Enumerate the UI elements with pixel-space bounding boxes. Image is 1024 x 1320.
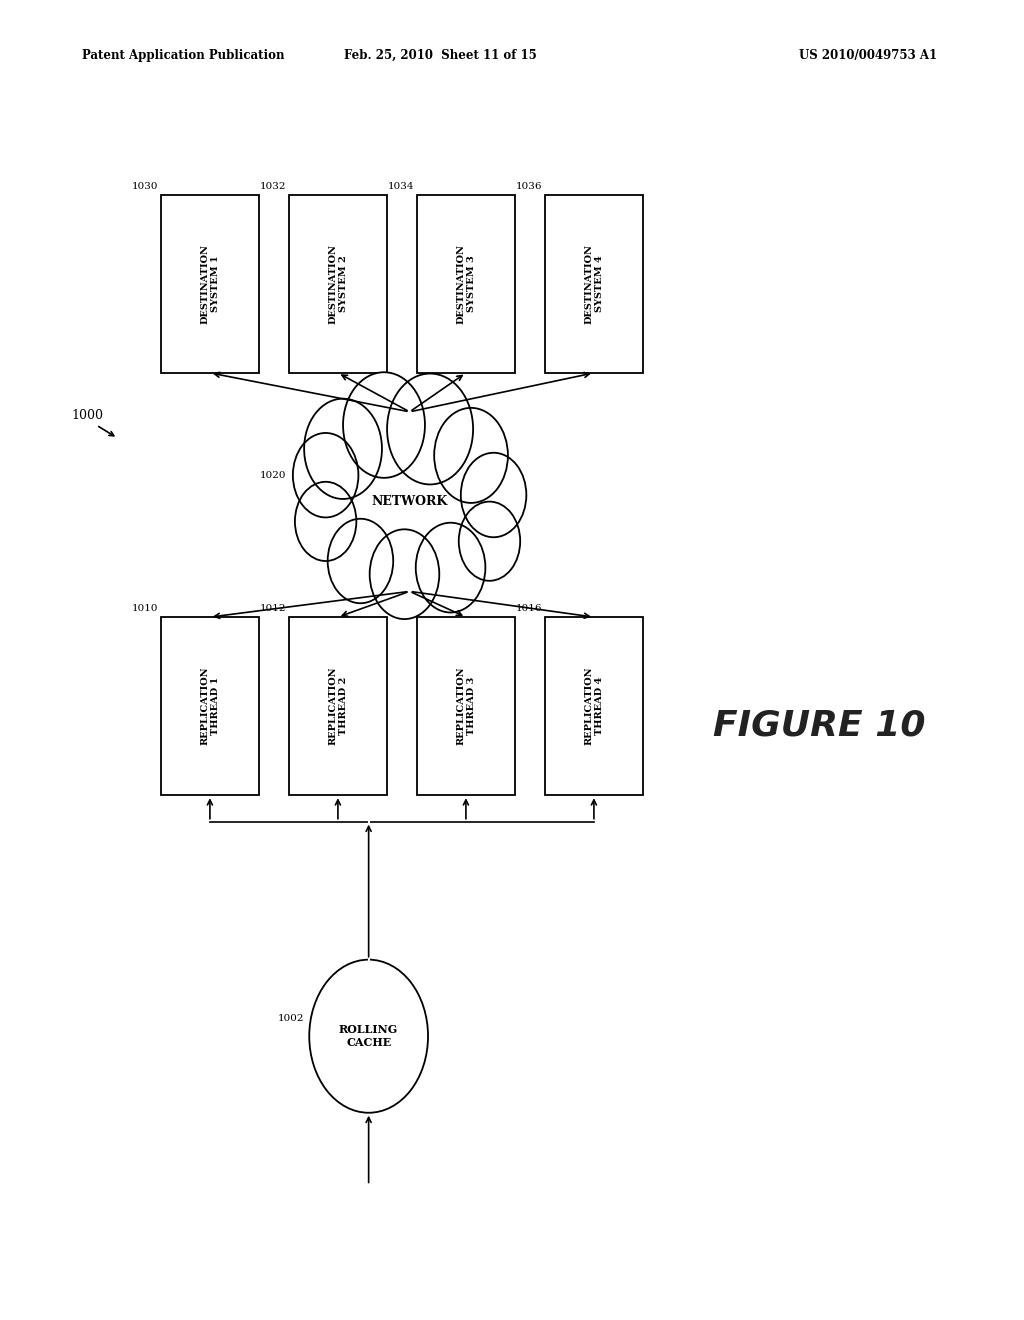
- Circle shape: [304, 399, 382, 499]
- Bar: [290, 618, 387, 795]
- Text: Patent Application Publication: Patent Application Publication: [82, 49, 285, 62]
- Bar: [545, 195, 643, 372]
- Circle shape: [293, 433, 358, 517]
- Text: DESTINATION
SYSTEM 1: DESTINATION SYSTEM 1: [201, 244, 219, 323]
- Bar: [290, 195, 387, 372]
- Circle shape: [387, 374, 473, 484]
- Text: REPLICATION
THREAD 3: REPLICATION THREAD 3: [457, 667, 475, 746]
- Text: ROLLING
CACHE: ROLLING CACHE: [339, 1024, 398, 1048]
- Text: 1016: 1016: [516, 605, 543, 612]
- Text: 1002: 1002: [278, 1014, 304, 1023]
- Bar: [545, 618, 643, 795]
- Text: Feb. 25, 2010  Sheet 11 of 15: Feb. 25, 2010 Sheet 11 of 15: [344, 49, 537, 62]
- Text: FIGURE 10: FIGURE 10: [713, 709, 926, 743]
- Text: 1014: 1014: [388, 605, 414, 612]
- Bar: [161, 195, 258, 372]
- Text: 1020: 1020: [260, 471, 287, 479]
- Circle shape: [343, 372, 425, 478]
- Text: NETWORK: NETWORK: [372, 495, 447, 508]
- Text: DESTINATION
SYSTEM 3: DESTINATION SYSTEM 3: [457, 244, 475, 323]
- Text: 1010: 1010: [132, 605, 158, 612]
- Text: 1032: 1032: [260, 182, 287, 190]
- Bar: [418, 618, 515, 795]
- Text: 1036: 1036: [516, 182, 543, 190]
- Text: 1012: 1012: [260, 605, 287, 612]
- Bar: [161, 618, 258, 795]
- Circle shape: [295, 482, 356, 561]
- Circle shape: [309, 960, 428, 1113]
- Circle shape: [434, 408, 508, 503]
- Text: DESTINATION
SYSTEM 4: DESTINATION SYSTEM 4: [585, 244, 603, 323]
- Circle shape: [459, 502, 520, 581]
- Text: 1030: 1030: [132, 182, 158, 190]
- Text: REPLICATION
THREAD 1: REPLICATION THREAD 1: [201, 667, 219, 746]
- Text: 1034: 1034: [388, 182, 414, 190]
- Text: US 2010/0049753 A1: US 2010/0049753 A1: [799, 49, 937, 62]
- Circle shape: [461, 453, 526, 537]
- Text: REPLICATION
THREAD 2: REPLICATION THREAD 2: [329, 667, 347, 746]
- Circle shape: [328, 519, 393, 603]
- Circle shape: [416, 523, 485, 612]
- Bar: [418, 195, 515, 372]
- Text: DESTINATION
SYSTEM 2: DESTINATION SYSTEM 2: [329, 244, 347, 323]
- Ellipse shape: [317, 416, 502, 587]
- Text: REPLICATION
THREAD 4: REPLICATION THREAD 4: [585, 667, 603, 746]
- Circle shape: [370, 529, 439, 619]
- Text: 1000: 1000: [71, 409, 103, 422]
